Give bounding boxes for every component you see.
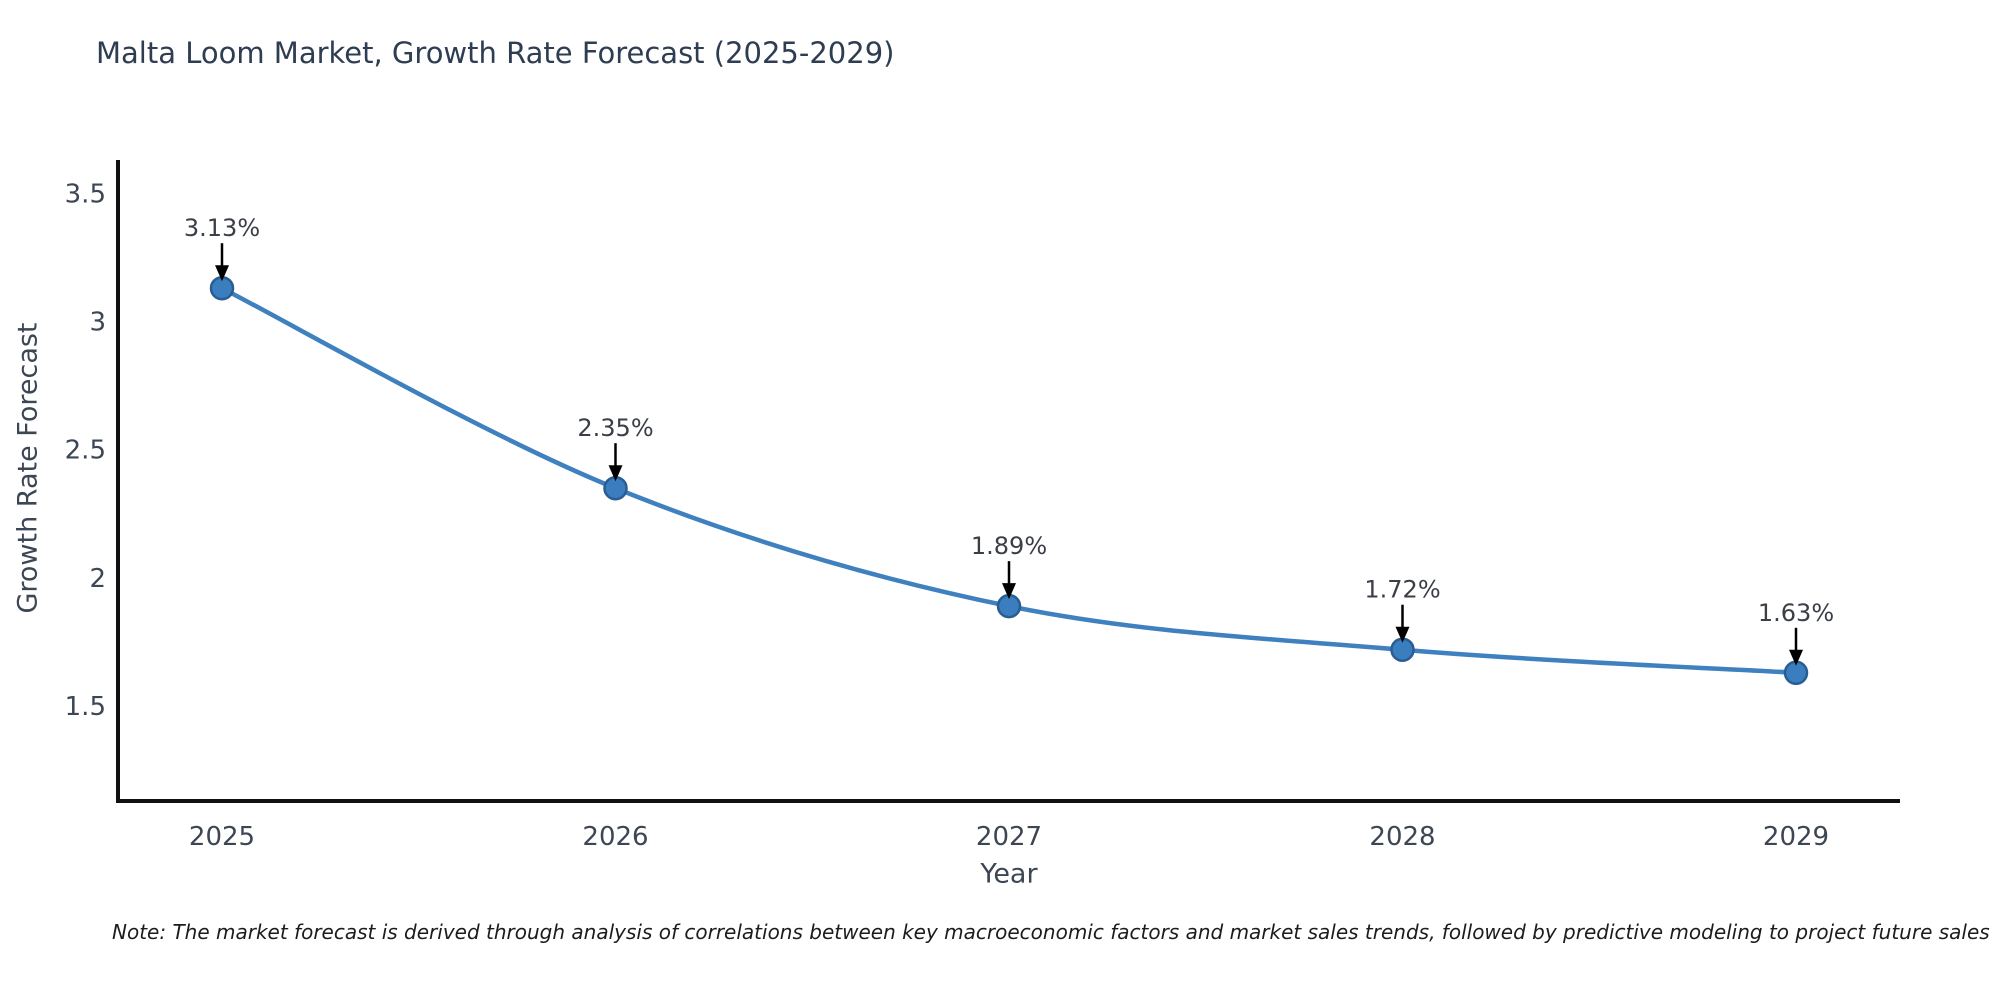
y-tick-label: 2.5 — [65, 436, 106, 466]
x-tick-label: 2026 — [582, 822, 648, 852]
y-tick-label: 1.5 — [65, 692, 106, 722]
point-value-label: 1.72% — [1364, 576, 1440, 604]
footnote: Note: The market forecast is derived thr… — [112, 920, 1990, 944]
y-tick-label: 2 — [89, 564, 106, 594]
point-value-label: 1.89% — [971, 532, 1047, 560]
chart-title: Malta Loom Market, Growth Rate Forecast … — [96, 36, 895, 70]
x-tick-label: 2025 — [189, 822, 255, 852]
annotation-arrowhead — [1395, 626, 1410, 643]
point-value-label: 1.63% — [1758, 599, 1834, 627]
x-axis-label: Year — [980, 858, 1038, 890]
annotation-arrowhead — [608, 465, 623, 482]
y-tick-label: 3 — [89, 308, 106, 338]
x-tick-label: 2029 — [1763, 822, 1829, 852]
annotation-arrowhead — [215, 265, 229, 282]
x-tick-label: 2028 — [1369, 822, 1435, 852]
x-tick-label: 2027 — [976, 822, 1042, 852]
annotation-arrowhead — [1789, 649, 1803, 666]
point-value-label: 3.13% — [184, 214, 260, 242]
y-tick-label: 3.5 — [65, 179, 106, 209]
annotation-arrowhead — [1002, 583, 1016, 600]
point-value-label: 2.35% — [577, 414, 653, 442]
